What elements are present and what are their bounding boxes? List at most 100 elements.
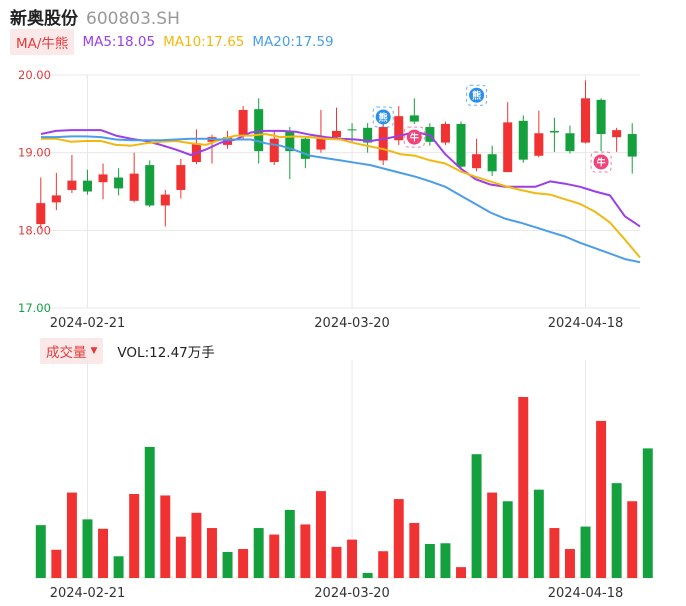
volume-bar[interactable] [222,551,233,578]
volume-bar[interactable] [518,397,529,578]
candle[interactable] [145,160,155,208]
candle[interactable] [82,169,92,195]
volume-bar[interactable] [502,501,513,578]
volume-bar[interactable] [627,501,638,578]
candle[interactable] [596,98,606,152]
volume-bar[interactable] [315,491,326,578]
volume-bar[interactable] [35,525,46,578]
candle[interactable] [627,123,637,174]
volume-bar[interactable] [424,543,435,578]
candle[interactable] [425,123,435,146]
volume-bar[interactable] [580,526,591,578]
candle[interactable] [440,121,450,145]
candle[interactable] [114,168,124,196]
volume-bar[interactable] [596,420,607,578]
candle[interactable] [503,102,513,173]
candle[interactable] [331,107,342,139]
candle[interactable] [238,106,248,139]
volume-bar[interactable] [549,528,560,578]
volume-bar[interactable] [253,528,264,578]
volume-bar[interactable] [611,483,622,578]
volume-bar[interactable] [129,494,140,578]
volume-bar[interactable] [440,543,451,578]
bear-signal-icon[interactable]: 熊 [466,84,488,106]
candle-body [316,137,326,150]
volume-value: VOL:12.47万手 [117,345,215,361]
candle[interactable] [472,138,482,172]
candle[interactable] [549,117,559,152]
volume-bar[interactable] [207,528,217,578]
candle[interactable] [534,110,544,158]
candle[interactable] [565,125,575,154]
candle[interactable] [176,158,186,199]
candle-body [549,130,559,133]
volume-bar[interactable] [378,551,389,578]
candle[interactable] [316,109,326,153]
candle[interactable] [300,136,310,169]
volume-bar[interactable] [66,492,77,578]
volume-bar[interactable] [533,489,544,578]
volume-bar[interactable] [191,512,202,578]
volume-bar[interactable] [393,499,404,578]
candle-body [518,120,528,160]
volume-bar[interactable] [269,534,280,578]
candle[interactable] [409,98,419,124]
candle[interactable] [98,163,108,200]
price-tick-label: 18.00 [18,223,51,237]
bull-signal-icon[interactable]: 牛 [403,126,425,148]
volume-bar[interactable] [113,556,124,578]
candle[interactable] [518,115,528,163]
volume-selector-button[interactable]: 成交量 ▼ [40,338,104,364]
candle-body [581,98,591,143]
ma-line-ma10 [41,133,641,259]
volume-bar[interactable] [175,536,186,578]
candle-body [472,154,482,169]
volume-bar[interactable] [144,446,155,578]
candle-body [503,122,513,173]
volume-bar[interactable] [642,448,653,578]
caret-down-icon: ▼ [90,346,98,356]
price-tick-label: 17.00 [18,301,51,315]
volume-bar[interactable] [238,549,249,578]
stock-name: 新奥股份 [10,9,78,29]
volume-date-label: 2024-03-20 [314,586,390,601]
volume-bar[interactable] [300,524,311,578]
candle-body [627,134,637,157]
volume-bar[interactable] [82,519,93,578]
volume-bar[interactable] [284,509,295,578]
volume-bar[interactable] [347,539,358,578]
candle[interactable] [36,177,46,229]
candle[interactable] [581,80,591,144]
candle[interactable] [51,172,61,211]
volume-bar[interactable] [362,572,373,578]
bear-signal-icon[interactable]: 熊 [372,106,394,128]
bull-signal-icon[interactable]: 牛 [590,151,612,173]
candle[interactable] [394,106,404,145]
candle-body [425,127,435,142]
candle[interactable] [160,189,170,227]
candle-body [67,180,77,190]
indicator-selector-button[interactable]: MA/牛熊 [10,29,75,55]
volume-bar[interactable] [98,528,109,578]
price-tick-label: 20.00 [18,68,51,82]
volume-bar[interactable] [564,549,575,578]
candle[interactable] [363,123,373,153]
candle-body [160,194,170,206]
volume-bar[interactable] [160,495,171,578]
volume-bar[interactable] [471,454,482,578]
volume-bar[interactable] [487,492,498,578]
signal-label: 熊 [472,90,481,102]
candle[interactable] [191,129,201,165]
volume-bar[interactable] [331,546,342,578]
candle[interactable] [612,127,622,152]
volume-bar[interactable] [456,567,466,578]
candle[interactable] [129,152,139,203]
ma-line-ma20 [41,135,641,264]
volume-bar[interactable] [409,522,420,578]
candle-body [82,180,92,192]
candle[interactable] [487,145,497,176]
volume-bar[interactable] [51,549,62,578]
candle[interactable] [456,121,466,170]
candle[interactable] [67,154,77,194]
